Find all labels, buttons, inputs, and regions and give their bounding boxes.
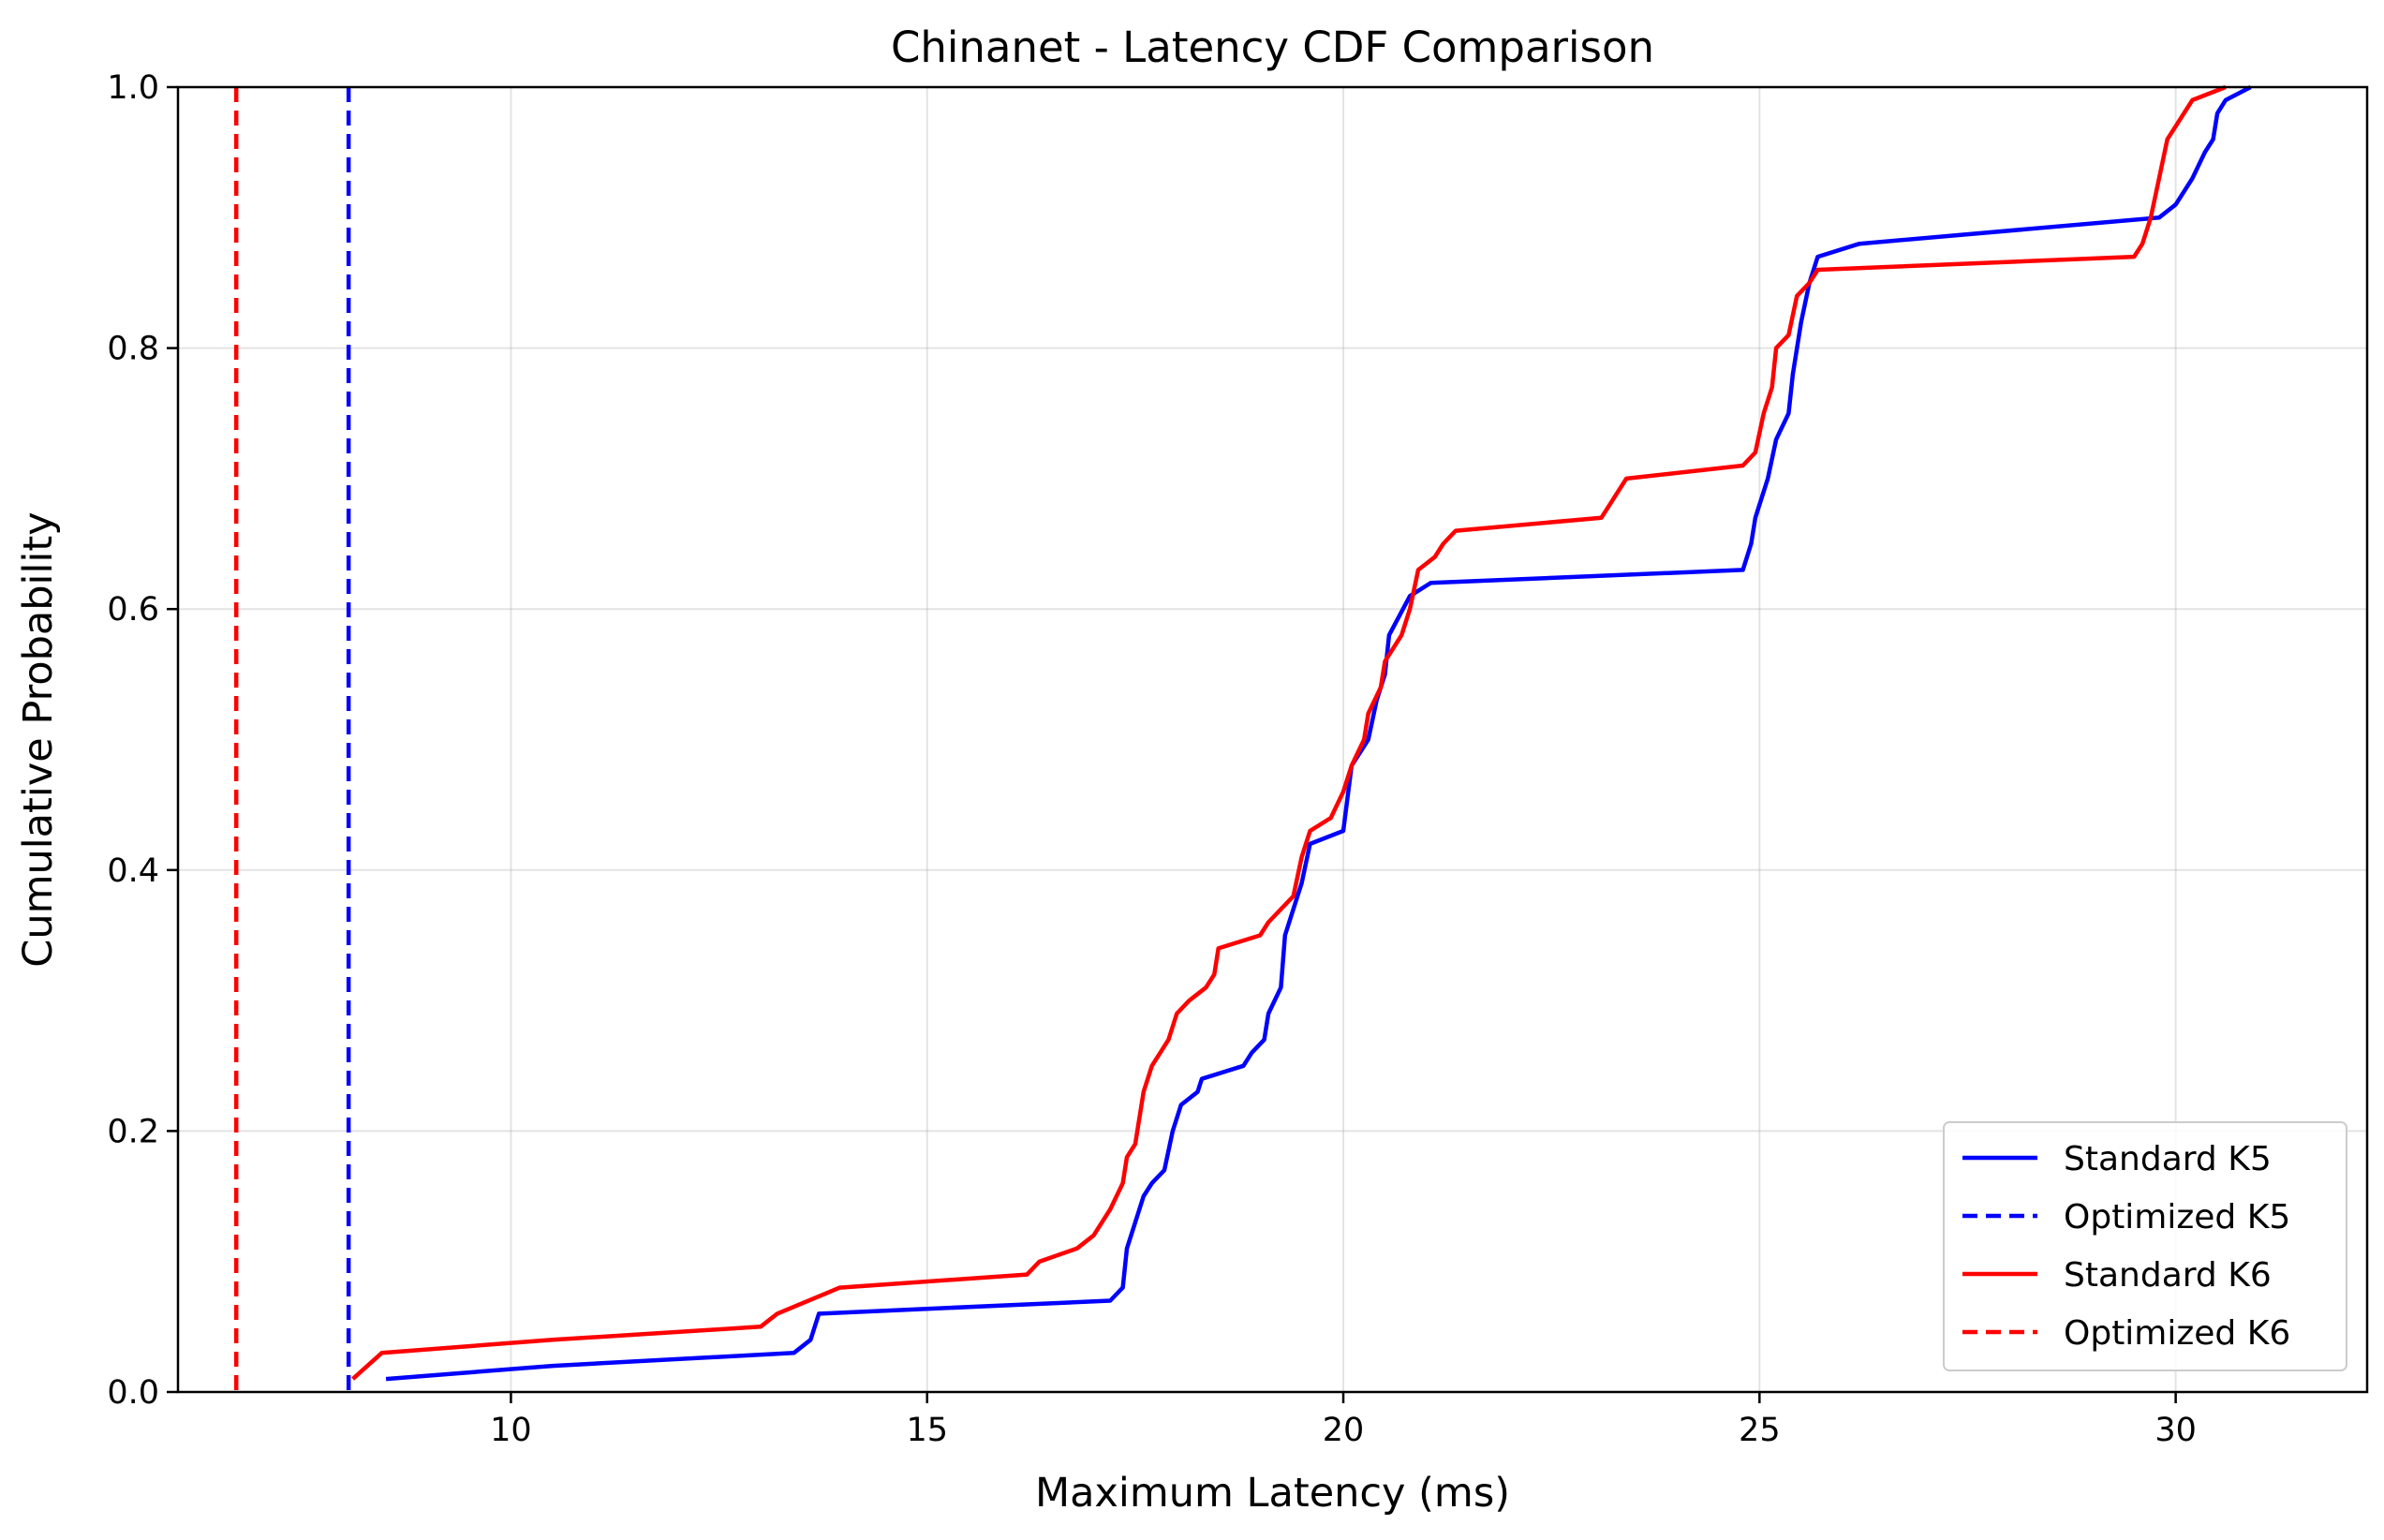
legend-label-optimized-k5: Optimized K5 <box>2064 1198 2290 1236</box>
x-tick-label: 25 <box>1739 1412 1781 1449</box>
chart-title: Chinanet - Latency CDF Comparison <box>891 22 1654 72</box>
legend-label-standard-k5: Standard K5 <box>2064 1140 2272 1178</box>
y-tick-label: 1.0 <box>107 69 159 107</box>
standard-k5-line <box>385 85 2252 1382</box>
y-tick-label: 0.8 <box>107 331 159 368</box>
legend: Standard K5 Optimized K5 Standard K6 Optimi… <box>1943 1121 2347 1371</box>
y-axis-label: Cumulative Probability <box>15 511 62 967</box>
y-tick-label: 0.2 <box>107 1113 159 1150</box>
x-tick-label: 30 <box>2154 1412 2197 1449</box>
axis-ticks: 10 15 20 25 30 0.0 0.2 0.4 0.6 0.8 1.0 <box>107 69 2197 1449</box>
standard-k6-line <box>351 84 2227 1381</box>
plot-frame <box>176 85 2369 1394</box>
legend-label-standard-k6: Standard K6 <box>2064 1256 2272 1295</box>
series-layer <box>233 84 2252 1392</box>
x-axis-label: Maximum Latency (ms) <box>1035 1470 1510 1517</box>
y-tick-label: 0.0 <box>107 1374 159 1412</box>
legend-label-optimized-k6: Optimized K6 <box>2064 1314 2290 1353</box>
legend-box <box>1943 1121 2347 1371</box>
x-tick-label: 10 <box>490 1412 532 1449</box>
y-tick-label: 0.6 <box>107 591 159 629</box>
x-tick-label: 15 <box>906 1412 948 1449</box>
x-tick-label: 20 <box>1323 1412 1365 1449</box>
y-tick-label: 0.4 <box>107 852 159 890</box>
